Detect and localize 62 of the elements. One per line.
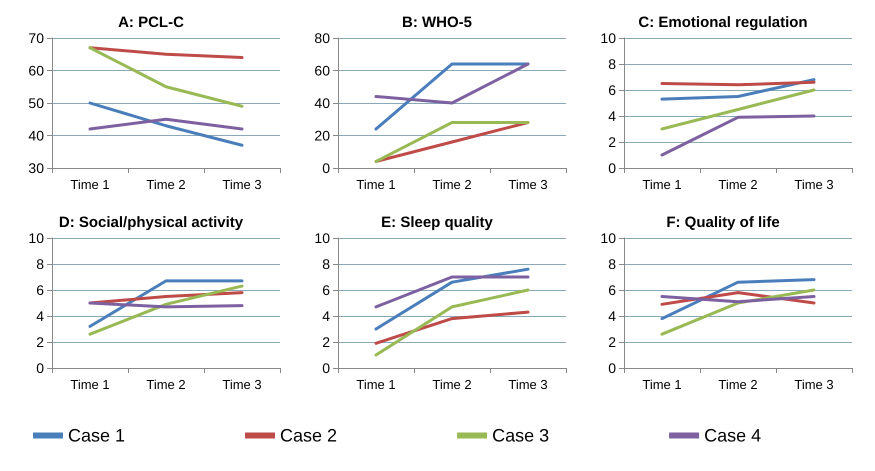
x-tick-label: Time 1	[642, 377, 682, 392]
legend-label: Case 4	[704, 426, 762, 446]
y-tick-label: 4	[608, 308, 616, 324]
x-tick-label: Time 2	[146, 177, 186, 192]
x-tick-label: Time 2	[718, 177, 758, 192]
y-tick-label: 8	[608, 56, 616, 72]
y-tick-label: 70	[28, 30, 44, 46]
x-tick-label: Time 2	[432, 377, 472, 392]
y-tick-label: 8	[608, 256, 616, 272]
x-tick-label: Time 3	[222, 377, 262, 392]
chart-title: D: Social/physical activity	[58, 214, 244, 231]
y-tick-label: 10	[28, 230, 44, 246]
y-tick-label: 10	[314, 230, 330, 246]
x-tick-label: Time 3	[222, 177, 262, 192]
y-tick-label: 2	[608, 334, 616, 350]
x-tick-label: Time 3	[508, 377, 548, 392]
y-tick-label: 6	[608, 82, 616, 98]
y-tick-label: 4	[322, 308, 330, 324]
y-tick-label: 40	[28, 128, 44, 144]
chart-title: B: WHO-5	[402, 14, 472, 31]
x-tick-label: Time 1	[642, 177, 682, 192]
x-tick-label: Time 3	[508, 177, 548, 192]
y-tick-label: 4	[36, 308, 44, 324]
x-tick-label: Time 1	[70, 177, 110, 192]
chart-title: C: Emotional regulation	[638, 14, 808, 31]
y-tick-label: 6	[322, 282, 330, 298]
y-tick-label: 40	[314, 95, 330, 111]
x-tick-label: Time 2	[146, 377, 186, 392]
y-tick-label: 0	[36, 360, 44, 376]
y-tick-label: 60	[28, 62, 44, 78]
y-tick-label: 0	[322, 160, 330, 176]
legend-label: Case 2	[280, 426, 338, 446]
chart-title: A: PCL-C	[118, 14, 184, 31]
y-tick-label: 2	[608, 134, 616, 150]
x-tick-label: Time 2	[432, 177, 472, 192]
x-tick-label: Time 3	[794, 377, 834, 392]
y-tick-label: 80	[314, 30, 330, 46]
y-tick-label: 0	[608, 360, 616, 376]
chart-title: F: Quality of life	[666, 214, 780, 231]
y-tick-label: 30	[28, 160, 44, 176]
y-tick-label: 50	[28, 95, 44, 111]
legend-label: Case 1	[68, 426, 126, 446]
y-tick-label: 6	[608, 282, 616, 298]
y-tick-label: 8	[36, 256, 44, 272]
y-tick-label: 2	[322, 334, 330, 350]
x-tick-label: Time 1	[356, 377, 396, 392]
y-tick-label: 0	[608, 160, 616, 176]
legend-label: Case 3	[492, 426, 550, 446]
y-tick-label: 10	[600, 30, 616, 46]
y-tick-label: 8	[322, 256, 330, 272]
y-tick-label: 6	[36, 282, 44, 298]
x-tick-label: Time 1	[356, 177, 396, 192]
x-tick-label: Time 1	[70, 377, 110, 392]
y-tick-label: 2	[36, 334, 44, 350]
chart-title: E: Sleep quality	[381, 214, 494, 231]
y-tick-label: 10	[600, 230, 616, 246]
y-tick-label: 4	[608, 108, 616, 124]
y-tick-label: 0	[322, 360, 330, 376]
y-tick-label: 60	[314, 62, 330, 78]
x-tick-label: Time 3	[794, 177, 834, 192]
x-tick-label: Time 2	[718, 377, 758, 392]
y-tick-label: 20	[314, 128, 330, 144]
